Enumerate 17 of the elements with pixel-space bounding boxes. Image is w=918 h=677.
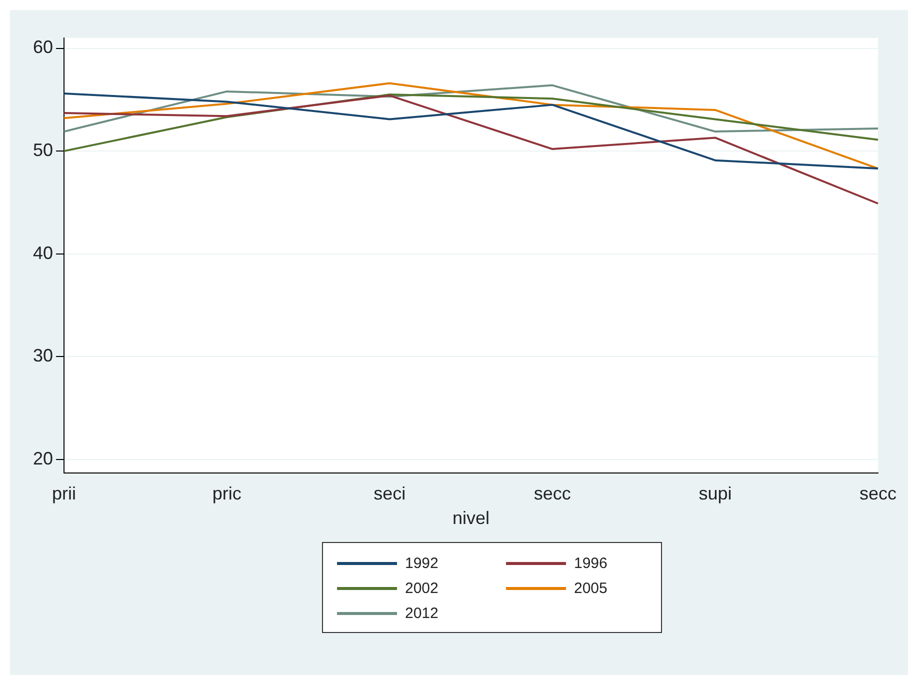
- x-tick-label: supi: [698, 484, 732, 504]
- legend-label: 1996: [574, 555, 608, 572]
- x-tick-label: secc: [534, 484, 571, 504]
- y-tick-label: 20: [32, 448, 54, 468]
- x-axis-title: nivel: [452, 508, 490, 528]
- legend-label: 1992: [405, 555, 438, 572]
- legend-label: 2005: [574, 580, 608, 597]
- x-tick-label: seci: [374, 484, 406, 504]
- x-tick-label: pric: [212, 484, 242, 504]
- x-tick-label: prii: [52, 484, 76, 504]
- y-tick-label: 30: [32, 346, 54, 366]
- y-tick-label: 50: [32, 140, 54, 160]
- x-tick-label: secc: [859, 484, 897, 504]
- y-tick-label: 60: [32, 37, 54, 58]
- y-tick-label: 40: [32, 242, 54, 263]
- legend-label: 2002: [405, 580, 438, 597]
- legend-label: 2012: [405, 605, 438, 622]
